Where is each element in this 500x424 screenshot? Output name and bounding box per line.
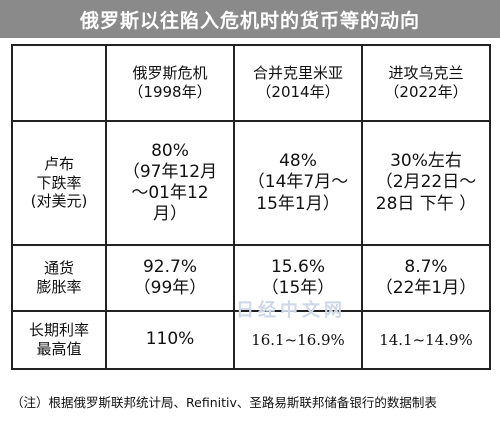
cell-ruble-2022: 30%左右 （2月22日～ 28日 下午 ） <box>361 120 491 246</box>
cell-ruble-1998: 80% （97年12月 ～01年12 月） <box>105 120 235 246</box>
header-row: 俄罗斯危机 （1998年） 合并克里米亚 （2014年） 进攻乌克兰 （2022… <box>11 44 491 122</box>
column-name: 进攻乌克兰 <box>388 64 464 83</box>
row-label-interest: 长期利率 最高值 <box>11 310 107 370</box>
cell-interest-1998: 110% <box>105 310 235 370</box>
row-label-ruble: 卢布 下跌率 (对美元) <box>11 120 107 246</box>
cell-interest-2014: 16.1~16.9% <box>233 310 363 370</box>
cell-ruble-2014: 48% （14年7月～ 15年1月） <box>233 120 363 246</box>
cell-inflation-2014: 15.6% （15年） <box>233 244 363 312</box>
table-title: 俄罗斯以往陷入危机时的货币等的动向 <box>0 0 500 38</box>
header-empty-cell <box>11 44 107 122</box>
column-name: 俄罗斯危机 <box>132 64 208 83</box>
table-row-interest: 长期利率 最高值 110% 16.1~16.9% 14.1~14.9% <box>11 310 491 370</box>
source-note: （注）根据俄罗斯联邦统计局、Refinitiv、圣路易斯联邦储备银行的数据制表 <box>11 395 437 410</box>
currency-table: 俄罗斯危机 （1998年） 合并克里米亚 （2014年） 进攻乌克兰 （2022… <box>11 44 491 370</box>
header-crimea: 合并克里米亚 （2014年） <box>233 44 363 122</box>
table-row-ruble: 卢布 下跌率 (对美元) 80% （97年12月 ～01年12 月） 48% （… <box>11 120 491 246</box>
header-ukraine: 进攻乌克兰 （2022年） <box>361 44 491 122</box>
column-year: （2014年） <box>256 83 340 101</box>
cell-inflation-1998: 92.7% （99年） <box>105 244 235 312</box>
row-label-inflation: 通货 膨胀率 <box>11 244 107 312</box>
header-russian-crisis: 俄罗斯危机 （1998年） <box>105 44 235 122</box>
column-year: （2022年） <box>384 83 468 101</box>
column-name: 合并克里米亚 <box>252 64 343 83</box>
column-year: （1998年） <box>128 83 212 101</box>
cell-inflation-2022: 8.7% （22年1月） <box>361 244 491 312</box>
table-row-inflation: 通货 膨胀率 92.7% （99年） 15.6% （15年） 8.7% （22年… <box>11 244 491 312</box>
cell-interest-2022: 14.1~14.9% <box>361 310 491 370</box>
